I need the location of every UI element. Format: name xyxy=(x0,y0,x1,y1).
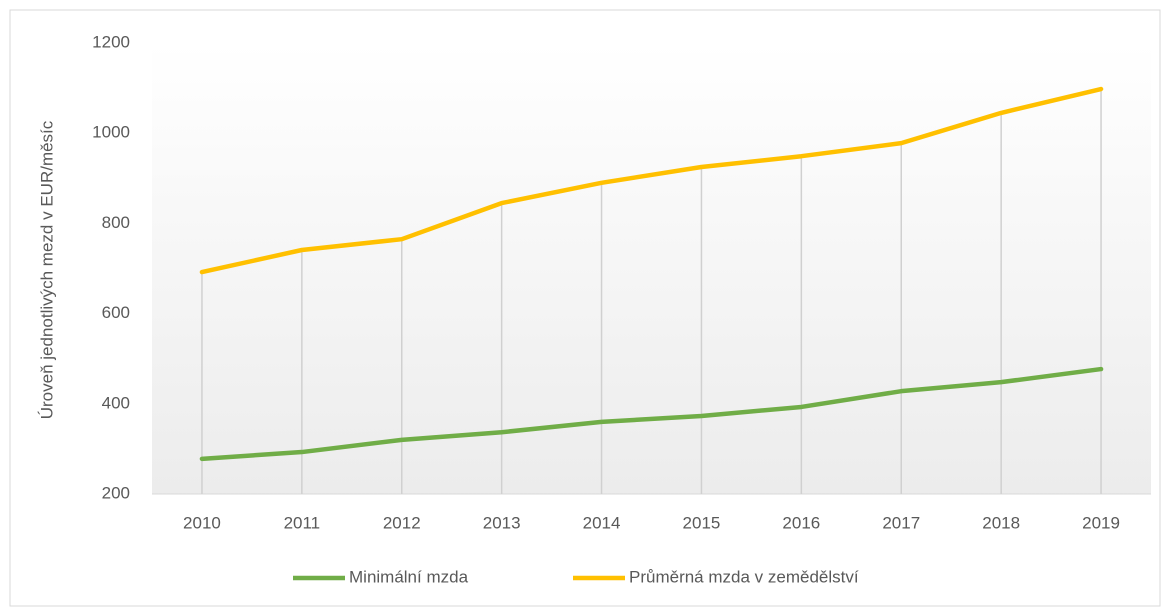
x-tick-label: 2012 xyxy=(383,513,421,532)
y-tick-label: 600 xyxy=(102,303,130,322)
x-tick-label: 2014 xyxy=(583,513,621,532)
legend-label: Průměrná mzda v zemědělství xyxy=(629,567,859,586)
x-tick-label: 2011 xyxy=(284,513,321,532)
x-tick-label: 2015 xyxy=(683,513,721,532)
x-tick-label: 2019 xyxy=(1082,513,1120,532)
x-tick-label: 2016 xyxy=(782,513,820,532)
line-series xyxy=(199,86,1104,275)
y-axis-label: Úroveň jednotlivých mezd v EUR/měsíc xyxy=(37,120,56,419)
y-tick-label: 1200 xyxy=(92,32,130,51)
x-tick-label: 2013 xyxy=(483,513,521,532)
x-tick-label: 2010 xyxy=(183,513,221,532)
y-tick-label: 800 xyxy=(102,213,130,232)
line-series xyxy=(199,366,1104,462)
y-tick-label: 200 xyxy=(102,483,130,502)
y-tick-label: 1000 xyxy=(92,123,130,142)
x-tick-label: 2018 xyxy=(982,513,1020,532)
y-tick-label: 400 xyxy=(102,393,130,412)
x-tick-label: 2017 xyxy=(882,513,920,532)
legend-label: Minimální mzda xyxy=(349,567,469,586)
